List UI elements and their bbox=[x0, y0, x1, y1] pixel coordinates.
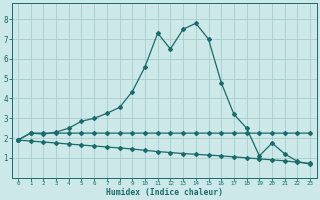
X-axis label: Humidex (Indice chaleur): Humidex (Indice chaleur) bbox=[106, 188, 222, 197]
